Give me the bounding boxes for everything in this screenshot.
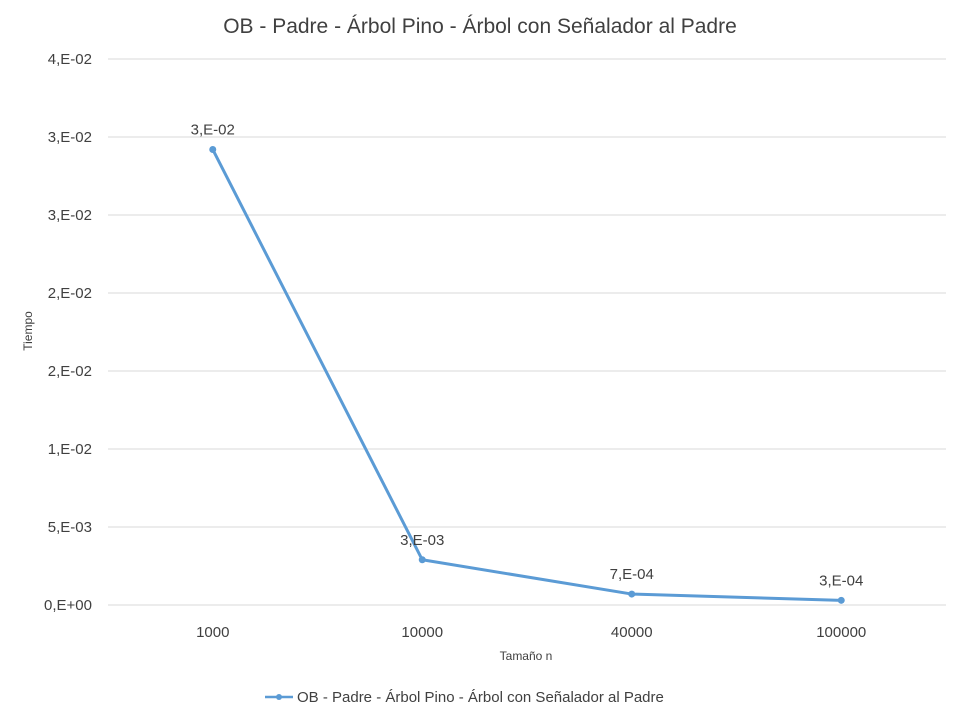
data-label-3: 3,E-04 bbox=[819, 572, 863, 589]
data-label-0: 3,E-02 bbox=[191, 121, 235, 138]
y-tick-label-3: 2,E-02 bbox=[48, 363, 92, 380]
x-tick-label-2: 40000 bbox=[611, 624, 653, 641]
x-axis-ticks: 1000 10000 40000 100000 bbox=[196, 624, 866, 641]
data-point-3 bbox=[837, 596, 845, 604]
x-axis-label: Tamaño n bbox=[500, 649, 553, 663]
data-point-0 bbox=[209, 145, 217, 153]
series-group bbox=[209, 145, 845, 604]
data-labels: 3,E-02 3,E-03 7,E-04 3,E-04 bbox=[191, 121, 864, 589]
legend: OB - Padre - Árbol Pino - Árbol con Seña… bbox=[265, 689, 664, 706]
x-tick-label-1: 10000 bbox=[401, 624, 443, 641]
y-tick-label-5: 3,E-02 bbox=[48, 207, 92, 224]
y-tick-label-6: 3,E-02 bbox=[48, 129, 92, 146]
y-axis-label: Tiempo bbox=[21, 311, 35, 351]
y-tick-label-7: 4,E-02 bbox=[48, 51, 92, 68]
y-axis-ticks: 0,E+00 5,E-03 1,E-02 2,E-02 2,E-02 3,E-02 3,E-… bbox=[44, 51, 92, 614]
y-tick-label-2: 1,E-02 bbox=[48, 441, 92, 458]
data-label-1: 3,E-03 bbox=[400, 532, 444, 549]
chart-title: OB - Padre - Árbol Pino - Árbol con Seña… bbox=[223, 15, 737, 38]
x-tick-label-0: 1000 bbox=[196, 624, 229, 641]
legend-series-label: OB - Padre - Árbol Pino - Árbol con Seña… bbox=[297, 689, 664, 706]
data-label-2: 7,E-04 bbox=[610, 566, 654, 583]
x-tick-label-3: 100000 bbox=[816, 624, 866, 641]
y-tick-label-0: 0,E+00 bbox=[44, 597, 92, 614]
data-point-1 bbox=[418, 556, 426, 564]
gridlines bbox=[108, 58, 946, 606]
y-tick-label-4: 2,E-02 bbox=[48, 285, 92, 302]
data-point-2 bbox=[628, 590, 636, 598]
series-line-0 bbox=[211, 148, 842, 602]
y-tick-label-1: 5,E-03 bbox=[48, 519, 92, 536]
legend-point-marker bbox=[276, 694, 282, 700]
